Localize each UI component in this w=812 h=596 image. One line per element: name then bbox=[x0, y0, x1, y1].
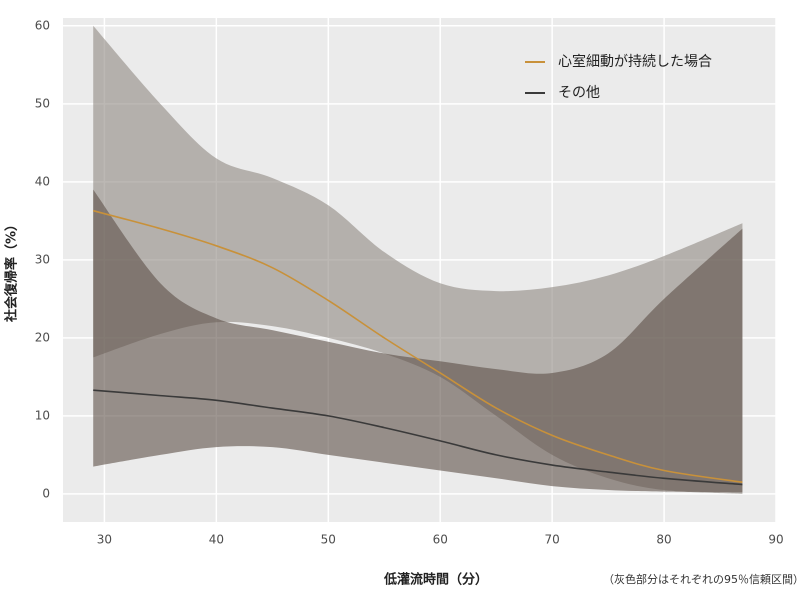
line bbox=[93, 209, 743, 484]
x-tick-label: 50 bbox=[321, 533, 336, 547]
y-axis-label: 社会復帰率（%） bbox=[4, 218, 20, 323]
y-tick-label: 40 bbox=[35, 174, 50, 188]
x-tick-label: 70 bbox=[544, 533, 559, 547]
y-tick-label: 50 bbox=[35, 96, 50, 110]
legend-label: 心室細動が持続した場合 bbox=[558, 53, 712, 70]
x-tick-label: 30 bbox=[97, 533, 112, 547]
y-tick-label: 20 bbox=[35, 330, 50, 344]
line bbox=[93, 389, 743, 486]
x-tick-label: 90 bbox=[768, 533, 783, 547]
legend-label: その他 bbox=[558, 85, 600, 101]
y-tick-label: 60 bbox=[35, 18, 50, 32]
x-tick-label: 60 bbox=[433, 533, 448, 547]
confidence-band bbox=[93, 189, 743, 493]
y-tick-label: 30 bbox=[35, 252, 50, 266]
x-tick-label: 80 bbox=[656, 533, 671, 547]
x-tick-label: 40 bbox=[209, 533, 224, 547]
x-axis-label: 低灌流時間（分） bbox=[383, 572, 488, 588]
note: （灰色部分はそれぞれの95％信頼区間） bbox=[603, 572, 804, 586]
y-tick-label: 0 bbox=[42, 486, 50, 500]
y-tick-label: 10 bbox=[35, 408, 50, 422]
